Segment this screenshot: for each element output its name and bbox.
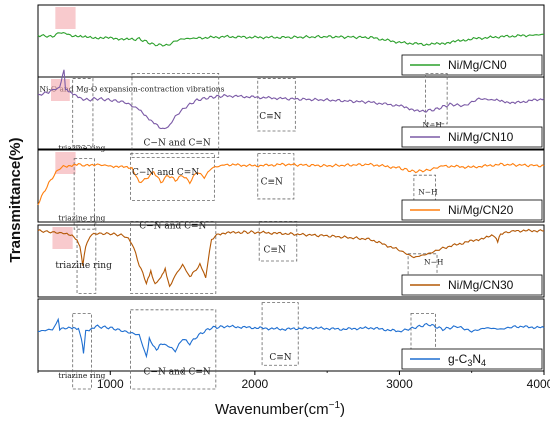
series-line bbox=[37, 162, 545, 206]
annotation-label: triazine ring bbox=[58, 214, 105, 223]
region-box bbox=[425, 73, 448, 125]
legend-label-part: 3 bbox=[467, 358, 472, 368]
region-box bbox=[257, 78, 296, 132]
series-line bbox=[37, 228, 545, 288]
panel-3: triazine ring C−N and C=N C≡N N−H Ni/Mg/CN30 bbox=[37, 220, 545, 298]
legend-label: Ni/Mg/CN20 bbox=[448, 203, 514, 217]
legend-box bbox=[401, 199, 543, 221]
annotation-label: C≡N bbox=[269, 353, 291, 363]
x-axis-label-main: Wavenumber(cm bbox=[215, 401, 329, 418]
metal-oxide-highlight bbox=[52, 227, 73, 249]
x-axis-label: Wavenumber(cm−1) bbox=[215, 400, 345, 418]
panel-frame bbox=[37, 76, 545, 150]
legend-label: Ni/Mg/CN0 bbox=[448, 58, 507, 72]
region-box bbox=[130, 153, 215, 201]
legend: Ni/Mg/CN30 bbox=[401, 274, 543, 296]
region-box bbox=[76, 220, 97, 294]
annotation-label: triazine ring bbox=[55, 261, 112, 271]
legend: Ni/Mg/CN20 bbox=[401, 199, 543, 221]
series-line bbox=[37, 32, 545, 47]
legend-label-part: g-C bbox=[448, 352, 468, 366]
legend-label-part: 4 bbox=[481, 358, 486, 368]
legend-label: Ni/Mg/CN10 bbox=[448, 130, 514, 144]
legend-box bbox=[401, 274, 543, 296]
panel-frame bbox=[37, 224, 545, 298]
region-box bbox=[72, 312, 92, 390]
annotation-label: C≡N bbox=[259, 112, 281, 122]
region-box bbox=[261, 302, 299, 366]
legend: Ni/Mg/CN10 bbox=[401, 126, 543, 148]
chart-panels: Ni-O and Mg-O expansion-contraction vibr… bbox=[37, 4, 545, 390]
annotation-label: C−N and C=N bbox=[139, 222, 206, 232]
panel-0: Ni-O and Mg-O expansion-contraction vibr… bbox=[37, 4, 545, 93]
metal-oxide-highlight bbox=[55, 152, 76, 174]
panel-frame bbox=[37, 298, 545, 372]
legend-label-part: N bbox=[472, 352, 481, 366]
legend-label: Ni/Mg/CN30 bbox=[448, 278, 514, 292]
panel-2: triazine ring C−N and C=N C≡N N−H Ni/Mg/CN20 bbox=[37, 149, 545, 230]
legend: g-C3N4 bbox=[401, 348, 543, 370]
annotation-label: N−H bbox=[418, 188, 438, 197]
annotation-label: C−N and C=N bbox=[132, 168, 199, 178]
x-tick-label: 4000 bbox=[527, 377, 550, 391]
panel-1: triazine ring C−N and C=N C≡N N−H Ni/Mg/CN10 bbox=[37, 69, 545, 159]
metal-oxide-highlight bbox=[55, 7, 76, 29]
x-axis-label-sup: −1 bbox=[329, 400, 341, 411]
legend-box bbox=[401, 54, 543, 76]
x-tick-label: 1000 bbox=[97, 377, 124, 391]
x-axis-label-close: ) bbox=[340, 401, 345, 418]
region-box bbox=[73, 158, 95, 230]
y-axis-label: Transmittance(%) bbox=[7, 137, 24, 262]
annotation-label: triazine ring bbox=[58, 371, 105, 380]
x-tick-label: 3000 bbox=[386, 377, 413, 391]
region-box bbox=[130, 220, 217, 294]
panel-frame bbox=[37, 149, 545, 223]
series-line bbox=[37, 69, 545, 130]
annotation-label: N−H bbox=[423, 120, 443, 129]
region-box bbox=[130, 309, 217, 390]
legend-box bbox=[401, 126, 543, 148]
annotation-label: C−N and C=N bbox=[144, 138, 211, 148]
region-box bbox=[257, 153, 295, 200]
region-box bbox=[258, 220, 298, 262]
annotation-label: C≡N bbox=[264, 245, 286, 255]
annotation-label: C≡N bbox=[261, 178, 283, 188]
annotation-label: triazine ring bbox=[58, 143, 105, 152]
legend: Ni/Mg/CN0 bbox=[401, 54, 543, 76]
legend-box bbox=[401, 348, 543, 370]
annotation-label: N−H bbox=[424, 258, 444, 267]
annotation-label: C−N and C=N bbox=[144, 368, 211, 378]
x-tick-label: 2000 bbox=[242, 377, 269, 391]
legend-label: g-C3N4 bbox=[448, 352, 486, 368]
x-axis: 1000 2000 3000 4000 bbox=[37, 371, 550, 391]
series-line bbox=[37, 317, 545, 359]
region-box bbox=[72, 78, 94, 146]
